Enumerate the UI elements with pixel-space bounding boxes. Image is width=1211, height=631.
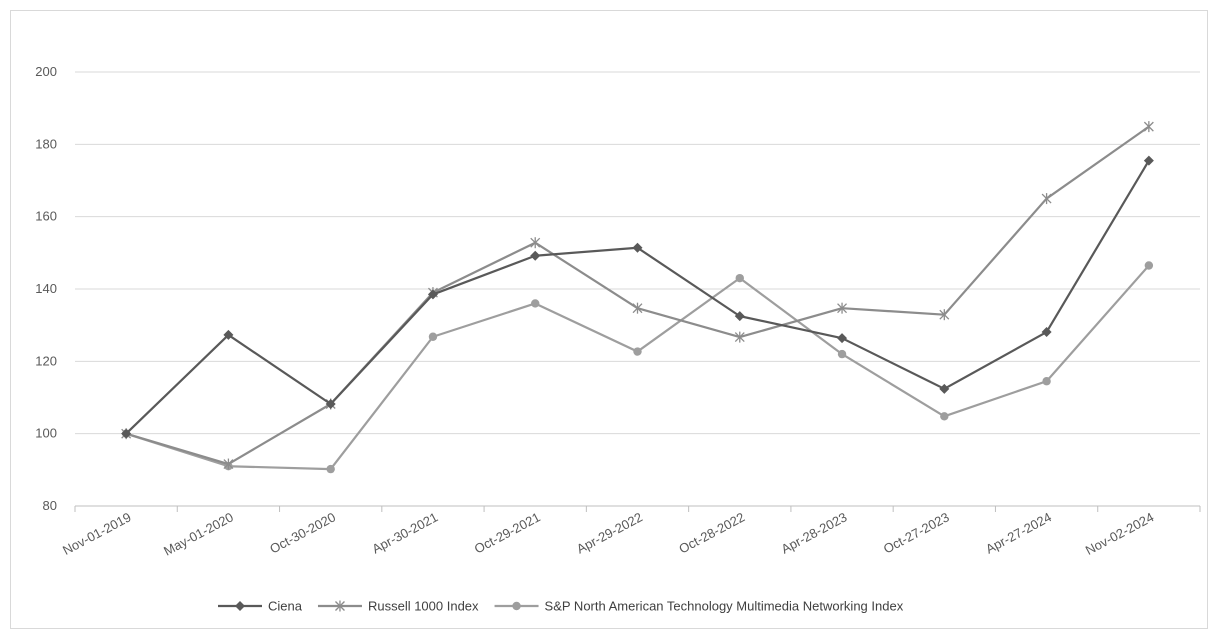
data-point [837,302,848,314]
data-point [530,237,541,249]
data-point [939,309,950,321]
data-point [632,242,643,253]
data-point [735,273,744,283]
legend-label: Russell 1000 Index [368,599,479,614]
data-point [326,464,335,474]
data-point [837,349,847,359]
data-point [633,347,642,356]
legend-label: Ciena [268,599,303,614]
data-point [428,332,438,341]
data-point [734,331,745,343]
data-point [734,311,745,322]
chart-frame [10,10,1208,629]
series-lines [121,121,1154,474]
data-point [940,412,949,421]
legend-item-1: Russell 1000 Index [317,599,479,614]
y-tick-label: 120 [35,353,57,368]
legend: Ciena Russell 1000 Index S&P North America… [218,599,904,614]
legend-marker [335,600,345,612]
x-tick-label: Apr-27-2024 [983,509,1054,556]
x-tick-label: Apr-30-2021 [370,509,441,556]
series-line [125,125,1150,466]
legend-item-2: S&P North American Technology Multimedia… [494,599,904,614]
x-tick-label: Nov-02-2024 [1083,509,1156,558]
x-tick-label: Oct-28-2022 [676,509,747,556]
data-point [1041,327,1052,338]
legend-label: S&P North American Technology Multimedia… [545,599,904,614]
data-point [531,299,540,308]
legend-marker [512,601,521,611]
data-point [1143,121,1154,133]
data-point [1144,261,1154,270]
data-point [939,383,950,394]
data-point [530,250,541,261]
legend-marker [235,601,245,611]
series-0 [121,155,1154,439]
data-point [837,333,848,344]
x-tick-label: Oct-30-2020 [267,509,338,556]
data-point [121,428,132,439]
series-1 [121,121,1154,470]
data-point [1042,377,1051,386]
data-point [1041,193,1052,205]
x-tick-label: Oct-27-2023 [881,509,952,556]
series-line [125,160,1150,435]
x-tick-label: Apr-28-2023 [779,509,850,556]
y-tick-label: 200 [35,64,57,79]
y-tick-label: 180 [35,136,57,151]
x-tick-label: May-01-2020 [161,509,236,558]
data-point [223,329,234,340]
data-point [427,289,438,300]
y-tick-label: 140 [35,281,57,296]
y-tick-label: 80 [43,498,57,513]
series-line [125,264,1150,471]
x-axis: Nov-01-2019 May-01-2020 Oct-30-2020 Apr-30-… [60,505,1201,559]
gridlines: 80 100 120 140 160 180 200 [35,64,1200,513]
y-tick-label: 160 [35,209,57,224]
data-point [325,399,336,410]
legend-item-0: Ciena [218,599,303,614]
data-point [632,302,643,314]
data-point [223,458,234,470]
x-tick-label: Oct-29-2021 [472,509,543,556]
y-tick-label: 100 [35,426,57,441]
x-tick-label: Nov-01-2019 [60,509,133,558]
data-point [1143,155,1154,166]
x-tick-label: Apr-29-2022 [574,509,645,556]
